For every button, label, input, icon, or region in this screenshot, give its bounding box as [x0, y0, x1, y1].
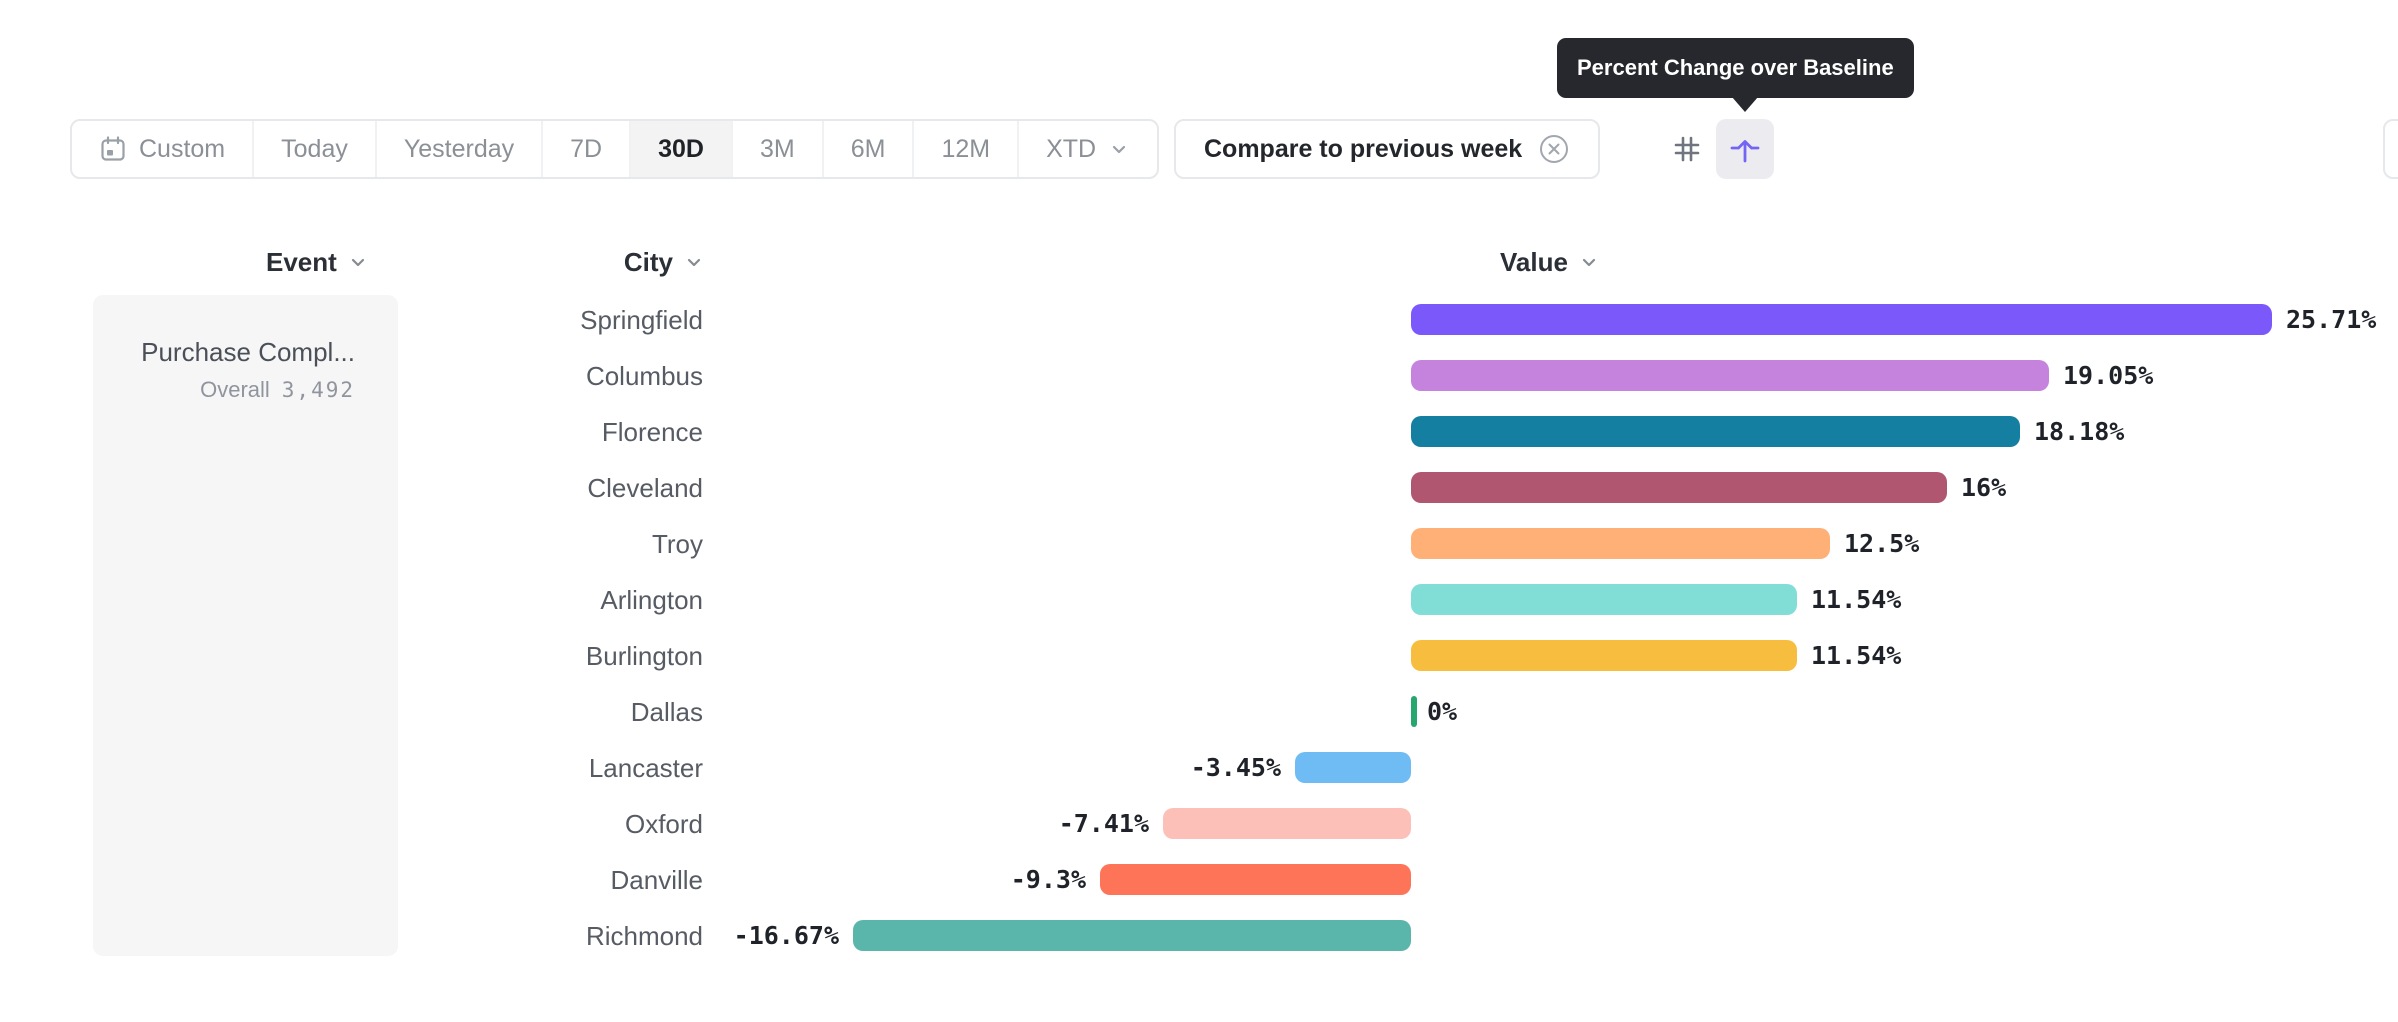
value-label: 25.71%	[2286, 305, 2377, 334]
chevron-down-icon	[1108, 138, 1130, 160]
city-label: Dallas	[630, 697, 703, 727]
value-bar[interactable]	[1411, 640, 1797, 671]
city-label: Burlington	[585, 641, 703, 671]
date-range-xtd[interactable]: XTD	[1019, 121, 1157, 177]
overall-value: 3,492	[281, 378, 355, 402]
value-header-label: Value	[1500, 246, 1568, 277]
city-label: Columbus	[585, 361, 703, 391]
value-label: 16%	[1961, 473, 2007, 502]
chevron-down-icon	[347, 251, 369, 273]
chart-row: Oxford -7.41%	[0, 796, 2398, 852]
value-label: 19.05%	[2063, 361, 2154, 390]
calendar-icon	[99, 135, 127, 163]
tooltip-text: Percent Change over Baseline	[1577, 55, 1894, 80]
arrow-up-baseline-icon	[1729, 133, 1761, 165]
value-bar[interactable]	[1411, 360, 2049, 391]
date-range-30d[interactable]: 30D	[631, 121, 733, 177]
chevron-down-icon	[1578, 251, 1600, 273]
chart-row: Columbus 19.05%	[0, 348, 2398, 404]
date-range-label: Custom	[139, 134, 226, 163]
grid-view-button[interactable]	[1659, 119, 1715, 179]
date-range-7d[interactable]: 7D	[543, 121, 632, 177]
city-label: Troy	[651, 529, 703, 559]
chart-row: Florence 18.18%	[0, 404, 2398, 460]
date-range-today[interactable]: Today	[254, 121, 377, 177]
value-bar[interactable]	[1411, 584, 1797, 615]
date-range-label: 6M	[850, 134, 886, 163]
date-range-label: 7D	[570, 134, 603, 163]
value-label: 12.5%	[1844, 529, 1920, 558]
city-label: Florence	[601, 417, 703, 447]
value-label: -3.45%	[1190, 753, 1281, 782]
event-title: Purchase Compl...	[141, 337, 355, 367]
tooltip: Percent Change over Baseline	[1557, 38, 1914, 113]
value-bar[interactable]	[853, 920, 1411, 951]
chart-row: Arlington 11.54%	[0, 572, 2398, 628]
city-label: Richmond	[585, 921, 703, 951]
value-label: 11.54%	[1811, 641, 1902, 670]
value-bar[interactable]	[1163, 808, 1411, 839]
date-range-label: XTD	[1046, 134, 1097, 163]
city-label: Arlington	[600, 585, 703, 615]
city-label: Danville	[610, 865, 704, 895]
overall-label: Overall	[200, 377, 270, 402]
date-range-custom[interactable]: Custom	[72, 121, 255, 177]
value-label: -16.67%	[733, 921, 839, 950]
date-range-label: 3M	[759, 134, 795, 163]
value-label: 11.54%	[1811, 585, 1902, 614]
zero-baseline-tick[interactable]	[1411, 696, 1417, 727]
date-range-3m[interactable]: 3M	[733, 121, 824, 177]
chart-row: Danville -9.3%	[0, 852, 2398, 908]
date-range-label: Yesterday	[403, 134, 515, 163]
date-range-picker: Custom Today Yesterday 7D 30D 3M 6M 12M XTD	[70, 119, 1160, 179]
value-label: 18.18%	[2034, 417, 2125, 446]
value-bar[interactable]	[1411, 528, 1830, 559]
chart-row: Richmond -16.67%	[0, 908, 2398, 964]
chart-row: Troy 12.5%	[0, 516, 2398, 572]
chart-row: Dallas 0%	[0, 684, 2398, 740]
circle-x-icon[interactable]	[1538, 133, 1570, 165]
value-bar[interactable]	[1411, 304, 2272, 335]
value-bar[interactable]	[1411, 416, 2020, 447]
hash-grid-icon	[1672, 134, 1702, 164]
clipped-toolbar-button[interactable]	[2383, 119, 2398, 179]
chevron-down-icon	[683, 251, 705, 273]
value-bar[interactable]	[1411, 472, 1947, 503]
value-label: -9.3%	[1010, 865, 1086, 894]
value-bar[interactable]	[1100, 864, 1411, 895]
date-range-yesterday[interactable]: Yesterday	[377, 121, 544, 177]
event-header-label: Event	[266, 246, 337, 277]
date-range-label: 30D	[658, 134, 704, 163]
percent-change-over-baseline-button[interactable]	[1716, 119, 1774, 179]
compare-pill[interactable]: Compare to previous week	[1174, 119, 1601, 179]
chart-row: Lancaster -3.45%	[0, 740, 2398, 796]
chart-row: Burlington 11.54%	[0, 628, 2398, 684]
date-range-label: 12M	[941, 134, 991, 163]
city-label: Springfield	[580, 305, 703, 335]
chart-row: Cleveland 16%	[0, 460, 2398, 516]
value-bar[interactable]	[1295, 752, 1411, 783]
city-label: Oxford	[624, 809, 703, 839]
value-label: -7.41%	[1058, 809, 1149, 838]
event-overall: Overall 3,492	[93, 377, 355, 403]
chart-row: Springfield 25.71%	[0, 292, 2398, 348]
compare-pill-label: Compare to previous week	[1204, 134, 1523, 163]
date-range-6m[interactable]: 6M	[824, 121, 915, 177]
date-range-label: Today	[281, 134, 348, 163]
column-header-event[interactable]: Event	[266, 246, 369, 278]
city-header-label: City	[623, 246, 673, 277]
column-header-city[interactable]: City	[624, 246, 705, 278]
event-card[interactable]: Purchase Compl... Overall 3,492	[93, 295, 398, 956]
column-header-value[interactable]: Value	[1500, 246, 1600, 278]
value-label: 0%	[1427, 697, 1458, 726]
city-label: Cleveland	[587, 473, 703, 503]
date-range-12m[interactable]: 12M	[914, 121, 1020, 177]
city-label: Lancaster	[588, 753, 703, 783]
